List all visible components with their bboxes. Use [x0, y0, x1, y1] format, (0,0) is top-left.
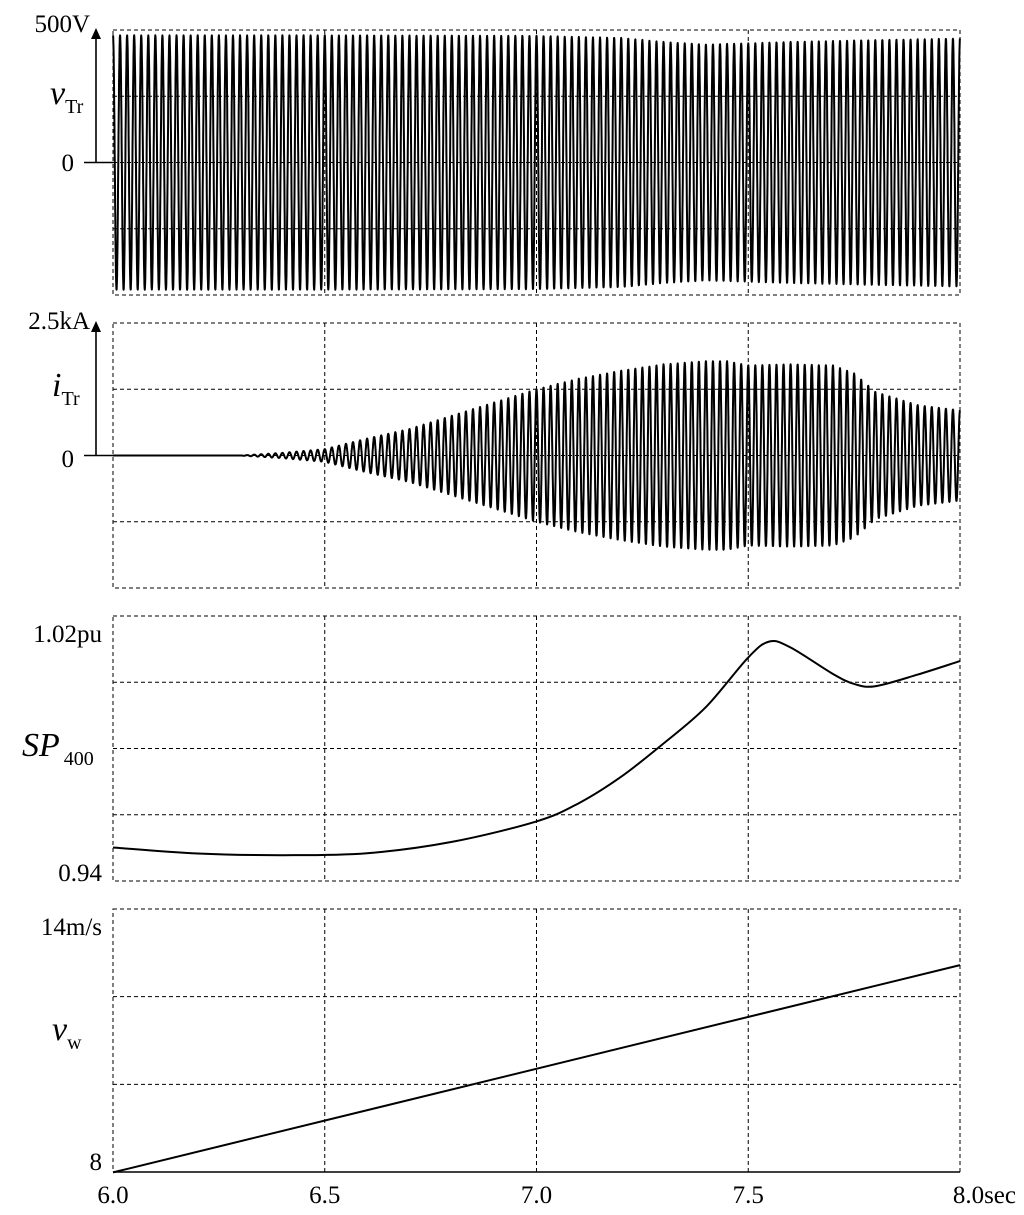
panel-vtr-ytick-zero: 0 — [62, 150, 75, 177]
panel-itr-ylabel: iTr — [52, 367, 80, 410]
panel-vw-trace — [112, 964, 961, 1174]
x-tick-label: 6.5 — [309, 1182, 340, 1209]
panel-itr-trace — [112, 360, 961, 551]
panel-sp400-trace — [112, 640, 961, 857]
panel-vw-frame — [112, 908, 961, 1173]
x-tick-label: 6.0 — [97, 1182, 128, 1209]
x-tick-label: 8.0sec — [953, 1182, 1016, 1209]
panel-vw-ytick-top: 14m/s — [41, 914, 102, 941]
panel-sp400-ytick-top: 1.02pu — [33, 621, 102, 648]
panel-itr-ytick-zero: 0 — [62, 446, 75, 473]
x-axis-ticks: 6.0 6.5 7.0 7.5 8.0sec — [97, 1182, 1016, 1209]
panel-itr-arrowhead — [91, 321, 101, 332]
panel-itr: 2.5kA 0 iTr — [28, 308, 961, 589]
panel-vtr: 500V 0 vTr — [34, 11, 961, 296]
panel-vw-ylabel: vw — [52, 1011, 82, 1054]
panel-vw: 14m/s 8 vw — [41, 908, 961, 1176]
panel-vw-ytick-bottom: 8 — [90, 1149, 103, 1176]
panel-itr-ytick-top: 2.5kA — [28, 308, 90, 335]
panel-vtr-trace — [112, 34, 961, 291]
panel-sp400-ylabel: SP 400 — [22, 727, 94, 770]
panel-sp400-ytick-bottom: 0.94 — [58, 860, 102, 887]
panel-vtr-arrowhead — [91, 28, 101, 39]
x-tick-label: 7.0 — [521, 1182, 552, 1209]
x-tick-label: 7.5 — [733, 1182, 764, 1209]
panel-vtr-ytick-top: 500V — [34, 11, 90, 38]
panel-sp400: 1.02pu 0.94 SP 400 — [22, 615, 961, 887]
panel-vtr-ylabel: vTr — [50, 75, 84, 118]
